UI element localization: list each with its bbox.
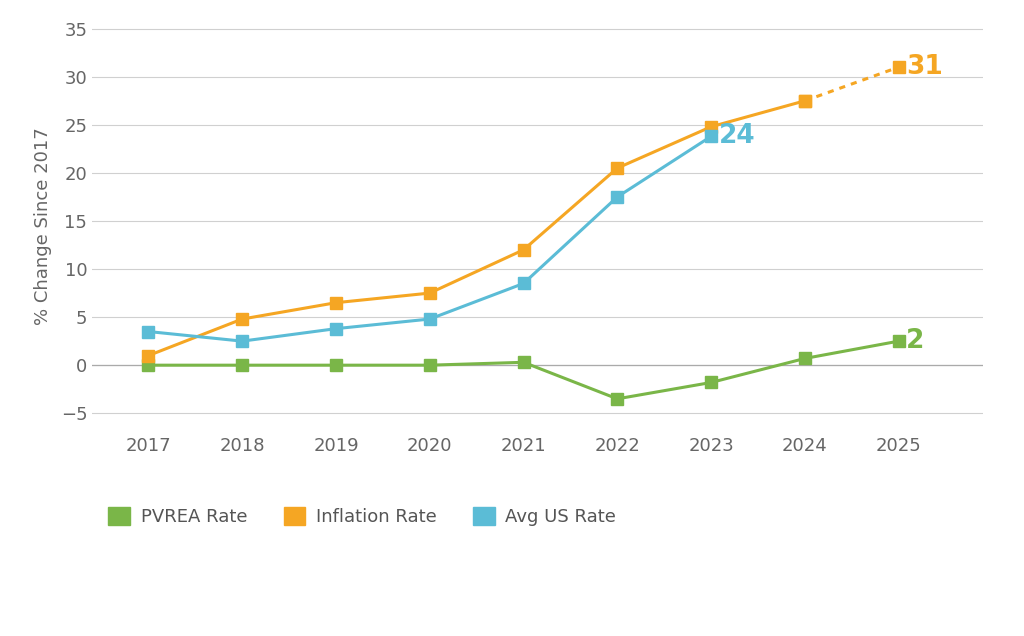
Y-axis label: % Change Since 2017: % Change Since 2017 (35, 127, 52, 324)
Text: 31: 31 (906, 54, 943, 80)
Legend: PVREA Rate, Inflation Rate, Avg US Rate: PVREA Rate, Inflation Rate, Avg US Rate (101, 499, 624, 533)
Text: 24: 24 (719, 123, 756, 149)
Text: 2: 2 (906, 328, 925, 354)
